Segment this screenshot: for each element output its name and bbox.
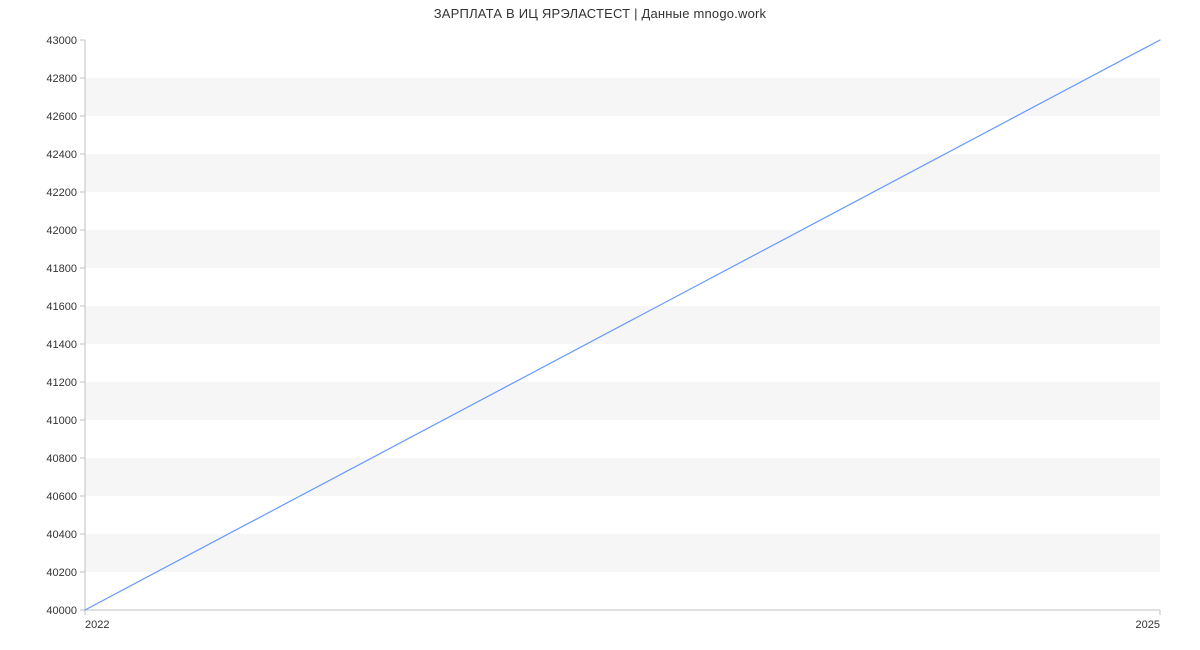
salary-line-chart: ЗАРПЛАТА В ИЦ ЯРЭЛАСТЕСТ | Данные mnogo.… [0,0,1200,650]
y-tick-label: 40200 [46,567,77,579]
y-tick-label: 42400 [46,149,77,161]
y-tick-label: 41400 [46,339,77,351]
y-tick-label: 41200 [46,377,77,389]
chart-svg: 40000 40200 40400 40600 40800 41000 41200 41400… [0,0,1200,650]
y-tick-label: 42000 [46,225,77,237]
y-tick-label: 42200 [46,187,77,199]
y-tick-label: 41000 [46,415,77,427]
y-tick-label: 43000 [46,35,77,47]
y-tick-label: 41600 [46,301,77,313]
y-tick-label: 40800 [46,453,77,465]
chart-title: ЗАРПЛАТА В ИЦ ЯРЭЛАСТЕСТ | Данные mnogo.… [0,6,1200,21]
y-tick-label: 42600 [46,111,77,123]
y-tick-label: 41800 [46,263,77,275]
x-tick-label: 2022 [85,619,109,631]
y-tick-label: 40600 [46,491,77,503]
y-tick-label: 40400 [46,529,77,541]
y-tick-label: 40000 [46,605,77,617]
x-tick-label: 2025 [1136,619,1160,631]
y-tick-label: 42800 [46,73,77,85]
